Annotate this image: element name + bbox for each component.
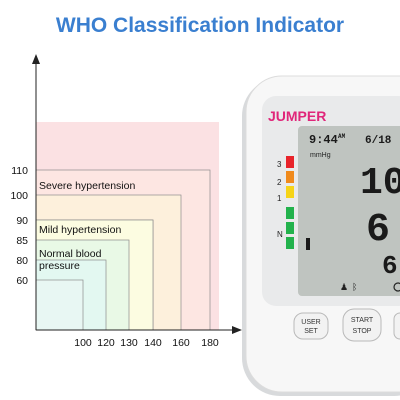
axes-layer — [32, 54, 242, 334]
zone-label-normal-2: pressure — [39, 260, 80, 272]
lcd-am: AM — [338, 133, 346, 140]
y-tick-label: 80 — [16, 255, 28, 267]
indicator-segment — [286, 207, 294, 219]
x-tick-label: 160 — [172, 337, 190, 349]
svg-text:START: START — [351, 317, 374, 324]
zone-rect-7 — [35, 279, 84, 331]
zone-label-mild: Mild hypertension — [39, 224, 121, 236]
ticks-layer: 100 120 130 140 160 180 60 80 85 90 100 110 — [10, 165, 218, 349]
lcd-time: 9:44 — [309, 133, 338, 147]
brand-logo: JUMPER — [268, 108, 326, 124]
lcd-pulse: 6 — [382, 251, 398, 281]
lcd-person-icon: ♟ — [340, 282, 348, 292]
lcd-pulse-bar — [306, 238, 310, 250]
indicator-segment — [286, 171, 294, 183]
start-stop-button[interactable]: START STOP — [342, 308, 382, 342]
lcd-screen — [298, 126, 400, 296]
indicator-segment — [286, 156, 294, 168]
x-tick-label: 100 — [74, 337, 92, 349]
x-tick-label: 140 — [144, 337, 162, 349]
x-tick-label: 130 — [120, 337, 138, 349]
lcd-bluetooth-icon: ᛒ — [352, 282, 357, 292]
indicator-level-label: 1 — [277, 194, 282, 203]
y-tick-label: 60 — [16, 275, 28, 287]
zone-label-severe: Severe hypertension — [39, 180, 135, 192]
indicator-segment — [286, 186, 294, 198]
page-title: WHO Classification Indicator — [55, 14, 345, 37]
user-set-button[interactable]: USER SET — [293, 312, 329, 340]
zone-labels-layer: Severe hypertension Mild hypertension No… — [39, 180, 135, 272]
indicator-level-label: N — [277, 230, 283, 239]
svg-text:USER: USER — [301, 319, 320, 326]
indicator-segment — [286, 222, 294, 234]
lcd-systolic: 10 — [360, 162, 400, 205]
lcd-diastolic: 6 — [366, 208, 390, 253]
zones-layer — [35, 122, 219, 331]
svg-text:SET: SET — [304, 328, 318, 335]
lcd-cuff-icon — [393, 282, 400, 292]
y-axis-arrow — [32, 54, 40, 64]
svg-text:STOP: STOP — [353, 328, 372, 335]
x-tick-label: 120 — [97, 337, 115, 349]
who-indicator-bar: 3 2 1 N — [277, 156, 294, 249]
indicator-level-label: 3 — [277, 160, 282, 169]
lcd-date: 6/18 — [365, 135, 392, 147]
indicator-level-label: 2 — [277, 178, 282, 187]
y-tick-label: 85 — [16, 235, 28, 247]
lcd-unit: mmHg — [310, 152, 331, 159]
x-tick-label: 180 — [201, 337, 219, 349]
zone-label-normal-1: Normal blood — [39, 248, 102, 260]
indicator-segment — [286, 237, 294, 249]
bp-monitor: JUMPER 9:44 AM 6/18 mmHg 10 6 6 3 2 1 N ♟ ᛒ… — [242, 75, 400, 396]
y-tick-label: 110 — [11, 165, 28, 177]
x-axis-arrow — [232, 326, 242, 334]
third-button-edge — [393, 312, 400, 340]
y-tick-label: 90 — [16, 215, 28, 227]
y-tick-label: 100 — [10, 190, 28, 202]
